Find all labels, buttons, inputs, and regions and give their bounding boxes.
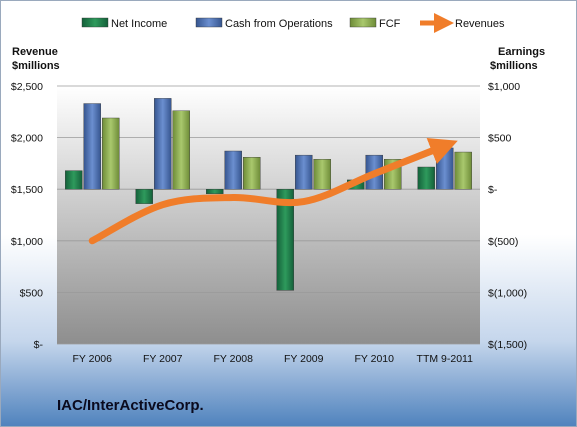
left-tick-label: $1,500	[11, 184, 43, 196]
left-axis-title-line1: Revenue	[12, 46, 58, 58]
legend-label-cash-from-operations: Cash from Operations	[225, 18, 333, 30]
legend-swatch-fcf	[349, 17, 377, 28]
bar-net-income	[135, 188, 153, 204]
right-tick-label: $(1,000)	[488, 287, 527, 299]
bar-fcf	[243, 157, 261, 190]
right-tick-label: $1,000	[488, 81, 520, 93]
bar-cash-from-operations	[154, 98, 172, 190]
left-axis-title-line2: $millions	[12, 60, 60, 72]
revenue-line	[88, 137, 458, 245]
bar-net-income	[206, 188, 224, 195]
legend: Net Income Cash from Operations FCF Revenue…	[81, 13, 505, 33]
right-tick-label: $(500)	[488, 236, 518, 248]
bar-net-income	[417, 166, 435, 190]
left-tick-label: $-	[34, 339, 44, 351]
bar-cash-from-operations	[295, 154, 313, 190]
x-axis-ticks: FY 2006 FY 2007 FY 2008 FY 2009 FY 2010 TTM 9…	[72, 353, 473, 365]
gridlines	[57, 85, 480, 345]
legend-swatch-cash-from-operations	[195, 17, 223, 28]
legend-label-fcf: FCF	[379, 18, 401, 30]
x-tick-label: FY 2008	[213, 353, 253, 365]
bar-fcf	[172, 110, 190, 190]
x-tick-label: FY 2006	[72, 353, 112, 365]
legend-label-net-income: Net Income	[111, 18, 167, 30]
bar-net-income	[65, 170, 83, 190]
revenue-line-layer	[88, 137, 458, 245]
left-axis-ticks: $2,500 $2,000 $1,500 $1,000 $500 $-	[11, 81, 44, 351]
bar-fcf	[454, 151, 472, 190]
right-tick-label: $500	[488, 133, 512, 145]
x-tick-label: FY 2009	[284, 353, 324, 365]
bar-cash-from-operations	[83, 103, 101, 190]
bar-net-income	[276, 188, 294, 291]
bar-fcf	[102, 117, 120, 190]
bar-cash-from-operations	[436, 147, 454, 190]
bar-cash-from-operations	[224, 150, 242, 190]
plot-area	[57, 86, 480, 344]
right-axis-title-line2: $millions	[490, 60, 538, 72]
right-axis-title-line1: Earnings	[498, 46, 545, 58]
x-tick-label: FY 2007	[143, 353, 183, 365]
company-name: IAC/InterActiveCorp.	[57, 397, 204, 414]
right-tick-label: $-	[488, 184, 498, 196]
x-tick-label: TTM 9-2011	[417, 353, 474, 365]
left-tick-label: $1,000	[11, 236, 43, 248]
legend-label-revenues: Revenues	[455, 18, 505, 30]
right-axis-ticks: $1,000 $500 $- $(500) $(1,000) $(1,500)	[488, 81, 527, 351]
left-tick-label: $2,500	[11, 81, 43, 93]
left-tick-label: $2,000	[11, 133, 43, 145]
left-tick-label: $500	[20, 287, 44, 299]
right-tick-label: $(1,500)	[488, 339, 527, 351]
legend-swatch-net-income	[81, 17, 109, 28]
bar-fcf	[313, 159, 331, 190]
x-tick-label: FY 2010	[354, 353, 394, 365]
